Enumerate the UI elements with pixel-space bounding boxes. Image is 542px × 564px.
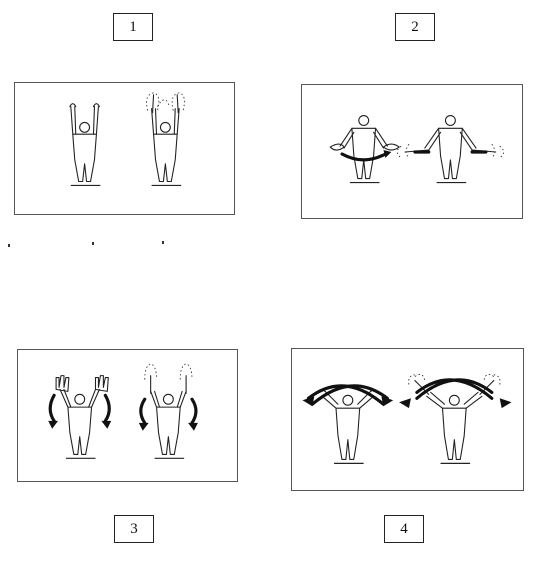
panel-3-signal-arms-lowering <box>17 349 238 482</box>
label-4: 4 <box>384 515 424 543</box>
panel-2-signal-arms-out <box>301 84 523 219</box>
panel-4-signal-arms-crossing <box>291 348 524 491</box>
panel-2-illustration <box>329 114 505 184</box>
figure-lit-wands-sweep-arrows <box>399 373 512 464</box>
label-1: 1 <box>113 13 153 41</box>
speck-mark <box>8 244 10 247</box>
figure-arms-sweep-arrows <box>302 384 394 464</box>
figure-arms-up-lit-wands <box>146 92 185 187</box>
figure-lit-wands-arrows <box>138 363 198 459</box>
panel-1-illustration <box>69 92 185 187</box>
figure-arms-out-lit-wands <box>396 114 505 184</box>
panel-4-illustration <box>302 373 512 464</box>
speck-mark <box>162 241 164 244</box>
speck-mark <box>92 242 94 245</box>
label-3: 3 <box>114 515 154 543</box>
figure-hands-raised-arrows <box>48 375 112 459</box>
figure-arms-down-out <box>329 114 400 184</box>
panel-1-signal-arms-raised <box>14 82 235 215</box>
figure-arms-up <box>69 103 101 187</box>
label-2: 2 <box>395 13 435 41</box>
panel-3-illustration <box>48 363 198 459</box>
